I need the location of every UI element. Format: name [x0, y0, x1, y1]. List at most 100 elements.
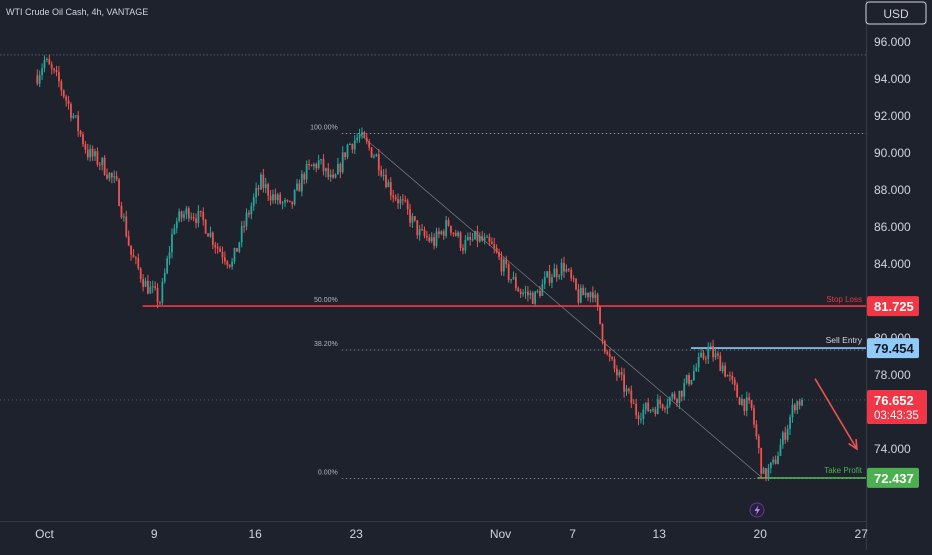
candle-body: [373, 156, 375, 158]
candle: [324, 167, 327, 178]
candle: [702, 350, 705, 361]
candle-body: [656, 399, 659, 414]
candle-body: [678, 390, 681, 403]
candle: [700, 348, 702, 358]
candle: [483, 233, 486, 245]
candle: [534, 290, 537, 306]
candle: [118, 177, 120, 207]
candle: [635, 398, 638, 420]
candle-body: [522, 292, 524, 294]
candle-body: [180, 211, 183, 218]
candle-body: [163, 273, 166, 282]
candle: [406, 198, 409, 215]
candle-body: [82, 134, 84, 145]
candle-body: [139, 268, 142, 280]
candle-body: [322, 159, 325, 172]
candle-body: [618, 372, 621, 376]
candle-body: [647, 402, 650, 412]
candle-body: [760, 448, 763, 474]
candle-body: [692, 371, 695, 380]
candle-body: [178, 211, 181, 222]
candle-body: [159, 302, 161, 304]
candle: [620, 367, 623, 381]
candle-body: [413, 216, 416, 221]
candle: [312, 162, 315, 170]
stop-loss-label: Stop Loss: [826, 295, 862, 304]
candle: [96, 147, 99, 167]
candle-body: [173, 228, 176, 235]
candle: [543, 271, 546, 290]
x-tick-label: Oct: [35, 527, 54, 541]
candle-body: [346, 144, 349, 158]
candle-body: [202, 211, 205, 220]
candle: [596, 292, 599, 311]
candle: [714, 348, 717, 360]
candle-body: [575, 278, 577, 290]
candle: [791, 398, 794, 423]
candle-body: [385, 174, 387, 188]
candle: [733, 377, 736, 391]
candle-body: [175, 221, 178, 229]
candle: [346, 143, 349, 160]
stop-loss-badge: 81.725: [867, 296, 919, 317]
candle-body: [125, 216, 128, 237]
candle-body: [219, 248, 221, 252]
candle-body: [370, 147, 373, 158]
currency-button[interactable]: [865, 1, 927, 25]
candle-body: [442, 231, 445, 236]
candle: [228, 264, 231, 269]
candle-body: [149, 286, 152, 294]
candle-body: [62, 90, 65, 97]
candle-body: [531, 292, 534, 304]
candle: [317, 154, 320, 170]
candle: [459, 231, 462, 251]
candle-body: [134, 257, 137, 259]
candle-body: [356, 137, 359, 141]
candle: [591, 286, 594, 303]
candle-body: [524, 291, 527, 293]
candle-body: [733, 379, 736, 385]
candle: [151, 280, 154, 294]
candle-body: [122, 216, 125, 218]
candle-body: [630, 390, 633, 404]
candle: [599, 306, 601, 325]
candle: [70, 102, 72, 122]
candle: [579, 284, 582, 304]
candle: [642, 403, 645, 425]
candle-body: [606, 351, 609, 354]
candle: [563, 256, 565, 279]
candle-body: [161, 281, 164, 303]
candle-body: [582, 287, 585, 296]
candle: [757, 434, 760, 454]
x-tick-label: 16: [248, 527, 262, 541]
candle-body: [96, 151, 99, 165]
candle: [385, 168, 387, 189]
candle: [288, 200, 291, 203]
countdown-timer: 03:43:35: [874, 410, 919, 422]
candle-body: [147, 280, 149, 294]
candle: [490, 237, 493, 245]
candle: [130, 245, 132, 261]
candle: [632, 399, 635, 405]
candle: [84, 140, 87, 154]
candle: [199, 210, 202, 217]
candle-body: [262, 174, 265, 188]
candle: [474, 230, 476, 240]
x-tick-label: 27: [855, 527, 869, 541]
candle: [293, 189, 296, 206]
y-tick-label: 84.000: [874, 257, 911, 271]
candle: [748, 392, 751, 404]
candle-body: [700, 352, 702, 357]
candle: [707, 342, 710, 364]
candle-body: [257, 187, 260, 190]
candle: [606, 350, 609, 356]
candle-body: [495, 247, 498, 253]
candle: [94, 148, 96, 162]
candle-body: [717, 353, 719, 356]
candle-body: [596, 294, 599, 307]
candle: [425, 230, 428, 241]
candle-body: [79, 130, 82, 135]
lightning-icon[interactable]: [749, 502, 765, 518]
